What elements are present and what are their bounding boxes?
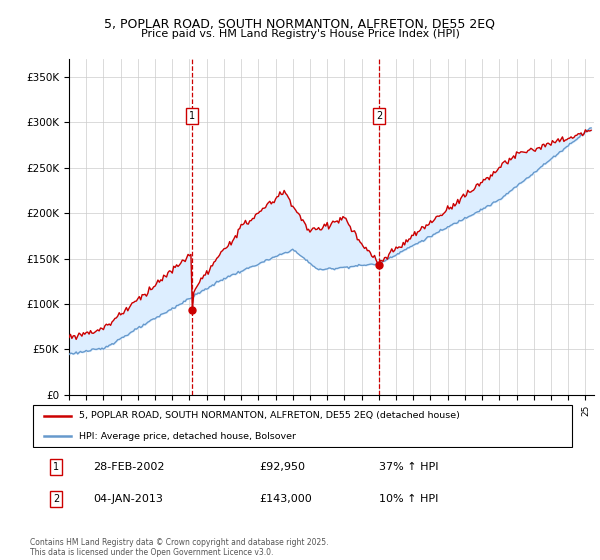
Text: 1: 1 — [53, 462, 59, 472]
Text: 04-JAN-2013: 04-JAN-2013 — [93, 494, 163, 504]
FancyBboxPatch shape — [33, 404, 572, 447]
Text: £143,000: £143,000 — [259, 494, 312, 504]
Text: 1: 1 — [189, 111, 196, 121]
Text: 5, POPLAR ROAD, SOUTH NORMANTON, ALFRETON, DE55 2EQ: 5, POPLAR ROAD, SOUTH NORMANTON, ALFRETO… — [104, 18, 496, 31]
Text: 2: 2 — [376, 111, 382, 121]
Text: 5, POPLAR ROAD, SOUTH NORMANTON, ALFRETON, DE55 2EQ (detached house): 5, POPLAR ROAD, SOUTH NORMANTON, ALFRETO… — [79, 411, 460, 420]
Text: HPI: Average price, detached house, Bolsover: HPI: Average price, detached house, Bols… — [79, 432, 296, 441]
Text: 28-FEB-2002: 28-FEB-2002 — [93, 462, 164, 472]
Text: 10% ↑ HPI: 10% ↑ HPI — [379, 494, 439, 504]
Text: 2: 2 — [53, 494, 59, 504]
Text: 37% ↑ HPI: 37% ↑ HPI — [379, 462, 439, 472]
Text: £92,950: £92,950 — [259, 462, 305, 472]
Text: Price paid vs. HM Land Registry's House Price Index (HPI): Price paid vs. HM Land Registry's House … — [140, 29, 460, 39]
Text: Contains HM Land Registry data © Crown copyright and database right 2025.
This d: Contains HM Land Registry data © Crown c… — [30, 538, 329, 557]
